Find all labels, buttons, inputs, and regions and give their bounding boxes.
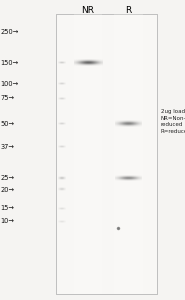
Text: 250→: 250→ [1, 28, 19, 34]
Text: R: R [125, 6, 132, 15]
Bar [56, 14, 157, 294]
Text: 75→: 75→ [1, 95, 15, 101]
Text: 20→: 20→ [1, 187, 15, 193]
Text: 25→: 25→ [1, 176, 15, 182]
Bar [73, 14, 102, 294]
Text: 2ug loading
NR=Non-
reduced
R=reduced: 2ug loading NR=Non- reduced R=reduced [161, 109, 185, 134]
Bar [114, 14, 143, 294]
Text: NR: NR [81, 6, 94, 15]
Text: 15→: 15→ [1, 206, 14, 212]
Text: 150→: 150→ [1, 60, 19, 66]
Text: 10→: 10→ [1, 218, 14, 224]
Text: 100→: 100→ [1, 81, 19, 87]
Text: 50→: 50→ [1, 121, 15, 127]
Text: 37→: 37→ [1, 144, 14, 150]
Bar [56, 14, 157, 294]
